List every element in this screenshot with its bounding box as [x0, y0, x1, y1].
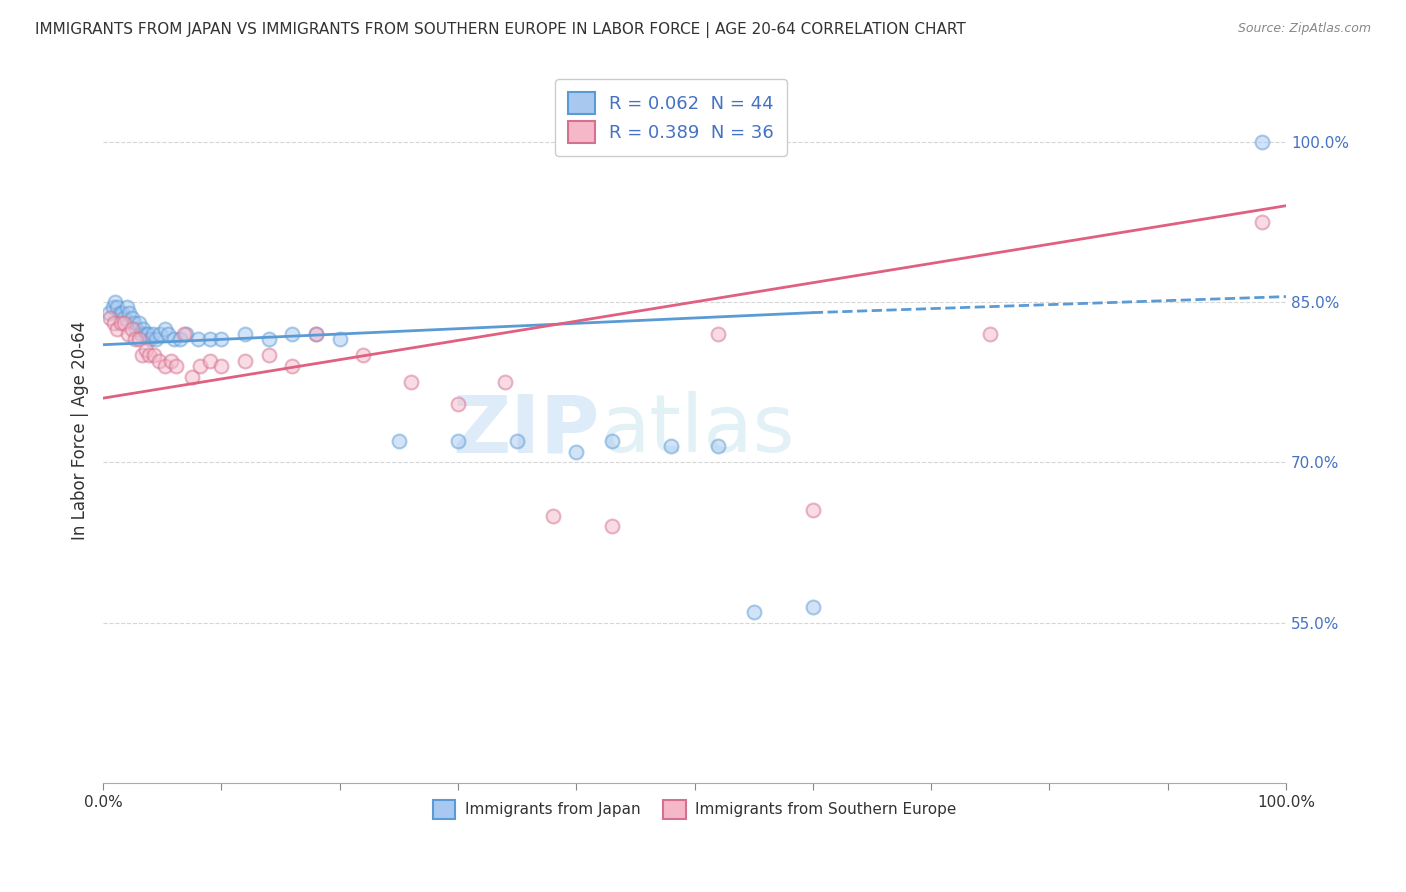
Point	[153, 359, 176, 373]
Point	[124, 332, 146, 346]
Point	[198, 353, 221, 368]
Y-axis label: In Labor Force | Age 20-64: In Labor Force | Age 20-64	[72, 321, 89, 540]
Point	[801, 503, 824, 517]
Point	[388, 434, 411, 448]
Point	[138, 348, 160, 362]
Point	[108, 305, 131, 319]
Point	[209, 359, 232, 373]
Point	[447, 434, 470, 448]
Point	[281, 326, 304, 341]
Point	[707, 326, 730, 341]
Point	[541, 508, 564, 523]
Point	[281, 359, 304, 373]
Point	[117, 326, 139, 341]
Point	[305, 326, 328, 341]
Point	[149, 326, 172, 341]
Point	[188, 359, 211, 373]
Point	[121, 321, 143, 335]
Point	[565, 444, 588, 458]
Point	[173, 326, 195, 341]
Point	[600, 519, 623, 533]
Point	[707, 439, 730, 453]
Point	[742, 605, 765, 619]
Point	[157, 326, 180, 341]
Point	[257, 348, 280, 362]
Point	[1251, 215, 1274, 229]
Point	[111, 305, 134, 319]
Point	[494, 375, 516, 389]
Point	[125, 321, 148, 335]
Text: ZIP: ZIP	[453, 392, 600, 469]
Point	[305, 326, 328, 341]
Point	[105, 321, 128, 335]
Point	[166, 359, 188, 373]
Point	[121, 310, 143, 325]
Point	[112, 316, 135, 330]
Point	[163, 332, 186, 346]
Point	[143, 348, 166, 362]
Point	[1251, 135, 1274, 149]
Point	[233, 353, 256, 368]
Point	[399, 375, 422, 389]
Point	[145, 332, 167, 346]
Point	[209, 332, 232, 346]
Point	[257, 332, 280, 346]
Point	[979, 326, 1001, 341]
Text: Source: ZipAtlas.com: Source: ZipAtlas.com	[1237, 22, 1371, 36]
Point	[174, 326, 197, 341]
Text: atlas: atlas	[600, 392, 794, 469]
Point	[128, 332, 150, 346]
Point	[801, 599, 824, 614]
Legend: Immigrants from Japan, Immigrants from Southern Europe: Immigrants from Japan, Immigrants from S…	[426, 794, 963, 825]
Point	[139, 332, 162, 346]
Point	[352, 348, 374, 362]
Point	[110, 316, 132, 330]
Point	[129, 326, 152, 341]
Point	[101, 301, 124, 315]
Point	[447, 396, 470, 410]
Point	[600, 434, 623, 448]
Text: IMMIGRANTS FROM JAPAN VS IMMIGRANTS FROM SOUTHERN EUROPE IN LABOR FORCE | AGE 20: IMMIGRANTS FROM JAPAN VS IMMIGRANTS FROM…	[35, 22, 966, 38]
Point	[135, 343, 157, 357]
Point	[104, 295, 127, 310]
Point	[148, 353, 170, 368]
Point	[506, 434, 529, 448]
Point	[118, 305, 141, 319]
Point	[103, 316, 125, 330]
Point	[98, 310, 121, 325]
Point	[131, 348, 153, 362]
Point	[132, 321, 155, 335]
Point	[142, 326, 165, 341]
Point	[115, 301, 138, 315]
Point	[136, 326, 159, 341]
Point	[122, 316, 145, 330]
Point	[329, 332, 352, 346]
Point	[153, 321, 176, 335]
Point	[198, 332, 221, 346]
Point	[112, 310, 135, 325]
Point	[98, 305, 121, 319]
Point	[105, 301, 128, 315]
Point	[180, 369, 202, 384]
Point	[135, 326, 157, 341]
Point	[169, 332, 191, 346]
Point	[128, 316, 150, 330]
Point	[233, 326, 256, 341]
Point	[159, 353, 181, 368]
Point	[659, 439, 682, 453]
Point	[187, 332, 209, 346]
